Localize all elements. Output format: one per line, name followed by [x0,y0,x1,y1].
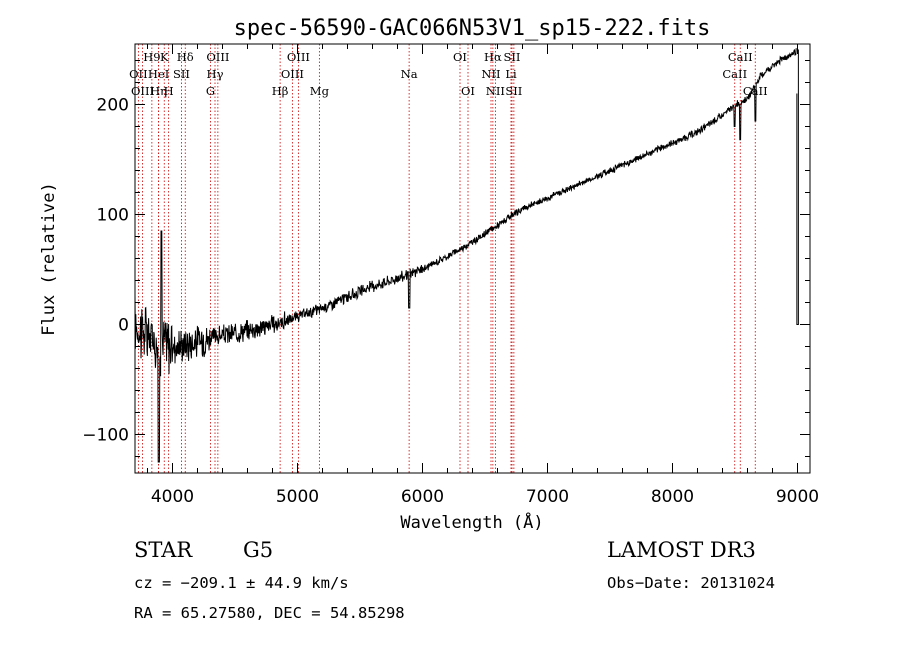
x-axis-label: Wavelength (Å) [400,511,543,533]
spectral-line-label: Hβ [272,84,289,98]
y-tick-label: 200 [97,96,129,116]
spectral-line-labels: H9 OII OIII K HHη HeI SII Hδ OIII Hγ G Hβ OIII OIII Mg… [129,50,768,98]
x-tick-label: 5000 [276,487,319,507]
spectrum-line [134,48,797,463]
spectral-line-label: H9 [143,50,160,64]
spectral-line-label: Hγ [207,67,224,81]
redshift-value: cz = −209.1 ± 44.9 km/s [134,574,349,592]
x-tick-label: 8000 [651,487,694,507]
y-tick-label: −100 [82,426,129,446]
y-tick-label: 100 [97,206,129,226]
spectral-line-label: Na [401,67,418,81]
spectral-line-label: Li [505,67,517,81]
spectral-line-label: CaII [722,67,747,81]
spectral-line-label: CaII [743,84,768,98]
spectral-line-label: K [160,50,169,64]
spectral-line-label: NII [481,67,500,81]
spectral-line-label: SII [505,84,522,98]
x-tick-label: 7000 [526,487,569,507]
spectral-line-label: OIII [206,50,229,64]
spectral-line-label: OIII [281,67,304,81]
observation-date: Obs−Date: 20131024 [607,574,775,592]
spectral-line-label: OIII [131,84,154,98]
spectral-line-label: OI [453,50,467,64]
spectral-line-label: OI [461,84,475,98]
axis-ticks: 4000 5000 6000 7000 8000 9000 −100 0 100 200 [82,44,819,507]
chart-title: spec-56590-GAC066N53V1_sp15-222.fits [234,16,711,41]
x-tick-label: 9000 [776,487,819,507]
spectral-line-label: SII [504,50,521,64]
spectral-line-label: Hδ [177,50,194,64]
spectral-line-label: Mg [310,84,330,98]
plot-frame [134,43,811,474]
spectrum-edge-spike [796,49,799,325]
object-subclass: G5 [243,538,274,562]
object-class: STAR [134,538,193,562]
spectral-line-markers [137,44,756,473]
spectral-line-label: HeI [148,67,169,81]
x-tick-label: 4000 [151,487,194,507]
x-tick-label: 6000 [401,487,444,507]
spectral-line-label: OII [129,67,148,81]
y-axis-label: Flux (relative) [39,182,59,336]
y-tick-label: 0 [118,316,129,336]
spectral-line-label: Hα [484,50,502,64]
spectral-line-label: SII [173,67,190,81]
survey-name: LAMOST DR3 [607,538,756,562]
spectral-line-label: Hη [150,84,167,98]
coordinates: RA = 65.27580, DEC = 54.85298 [134,604,405,622]
spectral-line-label: CaII [728,50,753,64]
spectral-line-label: H [164,84,174,98]
spectral-line-label: OIII [287,50,310,64]
spectral-line-label: G [206,84,215,98]
spectral-line-label: NII [486,84,505,98]
